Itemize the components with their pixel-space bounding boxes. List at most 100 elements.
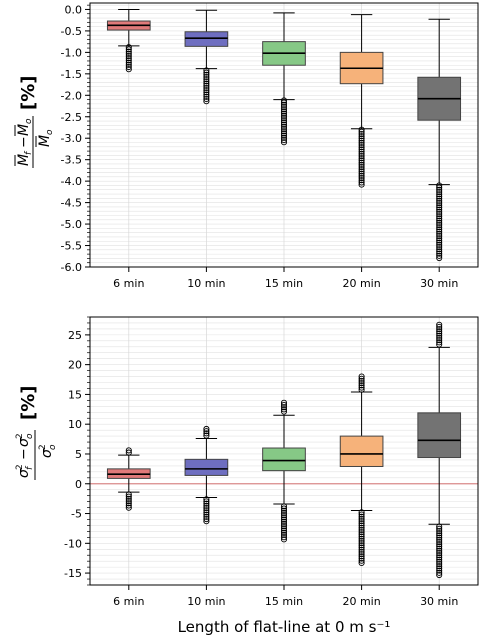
flier-low [358,537,365,544]
flier-low [436,241,443,248]
flier-low [203,82,210,89]
flier-low [436,237,443,244]
flier-high [436,328,443,335]
flier-low [280,130,288,137]
y-tick-label: 10 [68,418,82,431]
flier-low [358,535,365,542]
flier-high [436,337,443,344]
x-ticks-top: 6 min 10 min 15 min 20 min 30 min [113,267,458,290]
y-ticks-bottom: 25 20 15 10 5 0 -5 -10 -15 [64,316,90,586]
flier-low [203,511,210,518]
flier-low [203,78,210,85]
flier-high [280,408,288,415]
flier-low [436,552,443,559]
flier-low [358,509,365,516]
flier-low [358,174,365,182]
y-label-minus: − [16,136,32,148]
flier-low [358,130,365,138]
flier-low [280,529,288,536]
svg-text:2: 2 [15,433,25,439]
flier-low [436,532,443,539]
flier-low [203,84,210,92]
flier-low [280,531,288,539]
flier-low [280,97,288,104]
flier-low [203,93,210,100]
x-tick-label: 10 min [187,595,225,608]
flier-low [436,202,443,209]
y-label-unit: [%] [18,76,39,111]
box-20-min [339,14,384,188]
flier-low [436,527,443,535]
flier-low [280,99,288,106]
y-tick-label: -5.5 [61,240,82,253]
x-tick-label: 15 min [265,277,303,290]
flier-low [358,515,365,522]
flier-low [358,150,365,157]
flier-low [203,502,210,509]
flier-high [358,375,365,382]
flier-low [280,518,288,525]
flier-low [436,558,443,565]
box-10-min [184,425,229,525]
flier-high [280,406,288,413]
flier-high [436,330,443,337]
box-iqr [417,412,462,459]
flier-low [436,538,443,546]
flier-low [436,554,443,561]
y-label-numerator: M [16,154,32,166]
flier-low [436,184,443,191]
flier-low [436,252,443,259]
panel-top: 0.0 -0.5 -1.0 -1.5 -2.0 -2.5 -3.0 -3.5 -4.0 -4.5 -… [14,2,479,290]
flier-low [280,128,288,135]
flier-low [125,500,132,507]
flier-low [280,132,288,139]
flier-low [358,559,365,566]
flier-low [436,563,443,570]
flier-low [358,133,365,140]
flier-low [436,571,443,579]
flier-low [280,525,288,532]
flier-low [358,166,365,173]
flier-low [436,215,443,222]
x-ticks-bottom: 6 min 10 min 15 min 20 min 30 min [113,585,458,608]
flier-low [280,112,288,119]
flier-low [280,117,288,124]
flier-low [125,59,132,66]
flier-low [436,199,443,207]
flier-high [358,373,365,380]
box-iqr [184,31,229,47]
flier-low [280,139,288,146]
flier-low [358,155,365,162]
flier-low [125,50,132,57]
y-tick-label: -1.0 [61,46,82,59]
flier-low [358,126,365,133]
flier-low [125,55,132,62]
svg-text:o: o [48,444,58,450]
x-tick-label: 6 min [113,277,144,290]
flier-low [125,493,132,500]
svg-text:o: o [45,129,55,135]
flier-low [436,248,443,255]
flier-low [358,513,365,520]
flier-low [125,52,132,60]
flier-high [203,432,210,439]
flier-low [280,119,288,126]
x-tick-label: 6 min [113,595,144,608]
flier-low [358,540,365,547]
flier-low [203,80,210,87]
box-iqr [184,458,229,476]
flier-low [436,213,443,220]
y-label-minus: − [16,448,32,460]
y-tick-label: 5 [75,448,82,461]
flier-low [436,204,443,211]
flier-high [436,332,443,339]
y-tick-label: -5 [71,508,82,521]
flier-low [358,144,365,151]
y-label-denominator: σ [39,448,55,458]
panel-bottom: 25 20 15 10 5 0 -5 -10 -15 6 min 10 min 15 min 20 m… [15,316,479,608]
gridlines-top [90,3,478,268]
flier-low [358,148,365,155]
boxes-bottom [106,321,462,579]
y-tick-label: 25 [68,329,82,342]
